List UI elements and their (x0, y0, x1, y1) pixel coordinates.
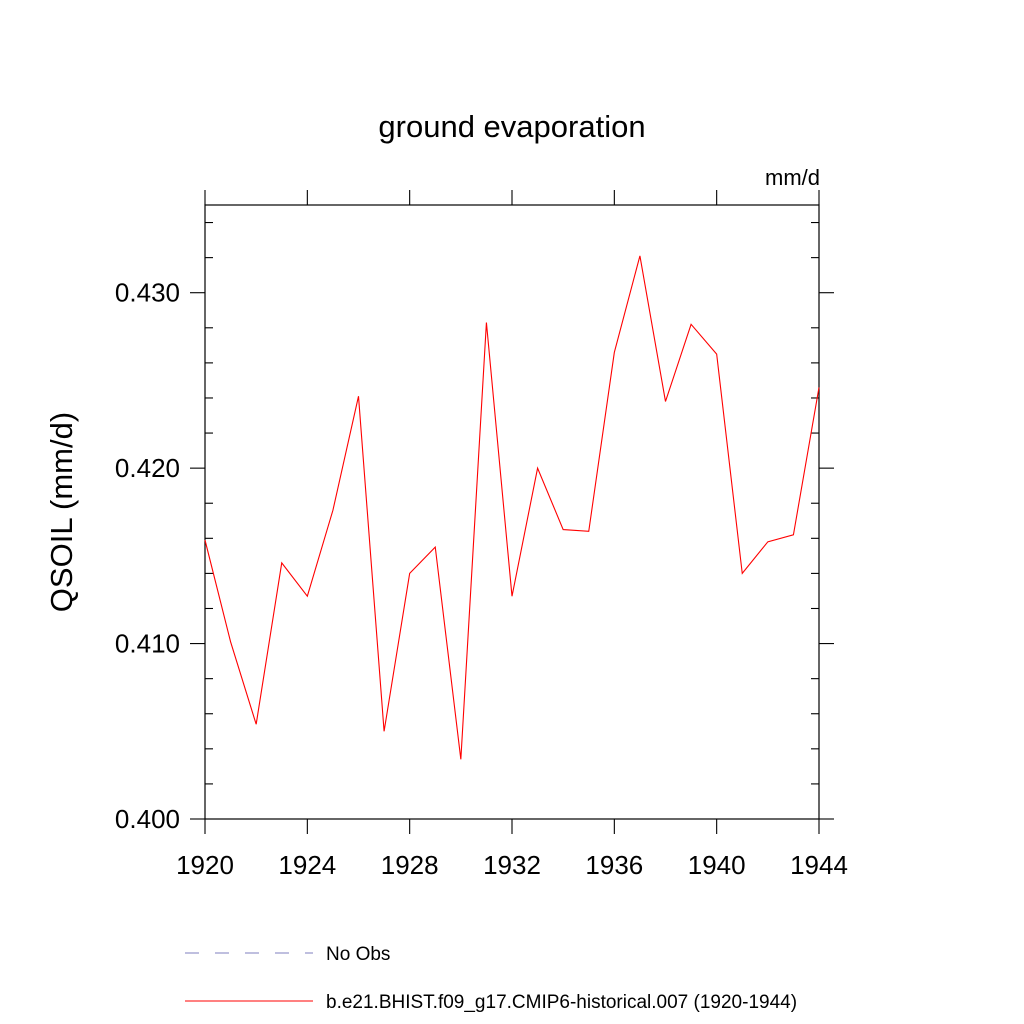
y-tick-label: 0.430 (115, 278, 180, 308)
tick-labels: 1920 1924 1928 1932 1936 1940 1944 0.400 0.410 0.… (115, 278, 848, 880)
legend: No Obs b.e21.BHIST.f09_g17.CMIP6-historic… (185, 944, 797, 1013)
y-axis-label: QSOIL (mm/d) (44, 412, 79, 612)
x-tick-label: 1936 (585, 850, 643, 880)
x-tick-label: 1932 (483, 850, 541, 880)
y-tick-label: 0.410 (115, 629, 180, 659)
units-label: mm/d (765, 165, 820, 190)
chart-title: ground evaporation (378, 109, 645, 144)
legend-label: b.e21.BHIST.f09_g17.CMIP6-historical.007… (326, 992, 797, 1013)
x-tick-label: 1924 (278, 850, 336, 880)
x-tick-label: 1944 (790, 850, 848, 880)
axis-ticks (190, 190, 834, 834)
series-line (204, 255, 820, 760)
plot-frame (204, 204, 820, 820)
legend-label: No Obs (326, 944, 390, 965)
x-tick-label: 1920 (176, 850, 234, 880)
x-tick-label: 1928 (381, 850, 439, 880)
y-tick-label: 0.420 (115, 453, 180, 483)
y-tick-label: 0.400 (115, 804, 180, 834)
x-tick-label: 1940 (688, 850, 746, 880)
series-layer (204, 255, 820, 760)
